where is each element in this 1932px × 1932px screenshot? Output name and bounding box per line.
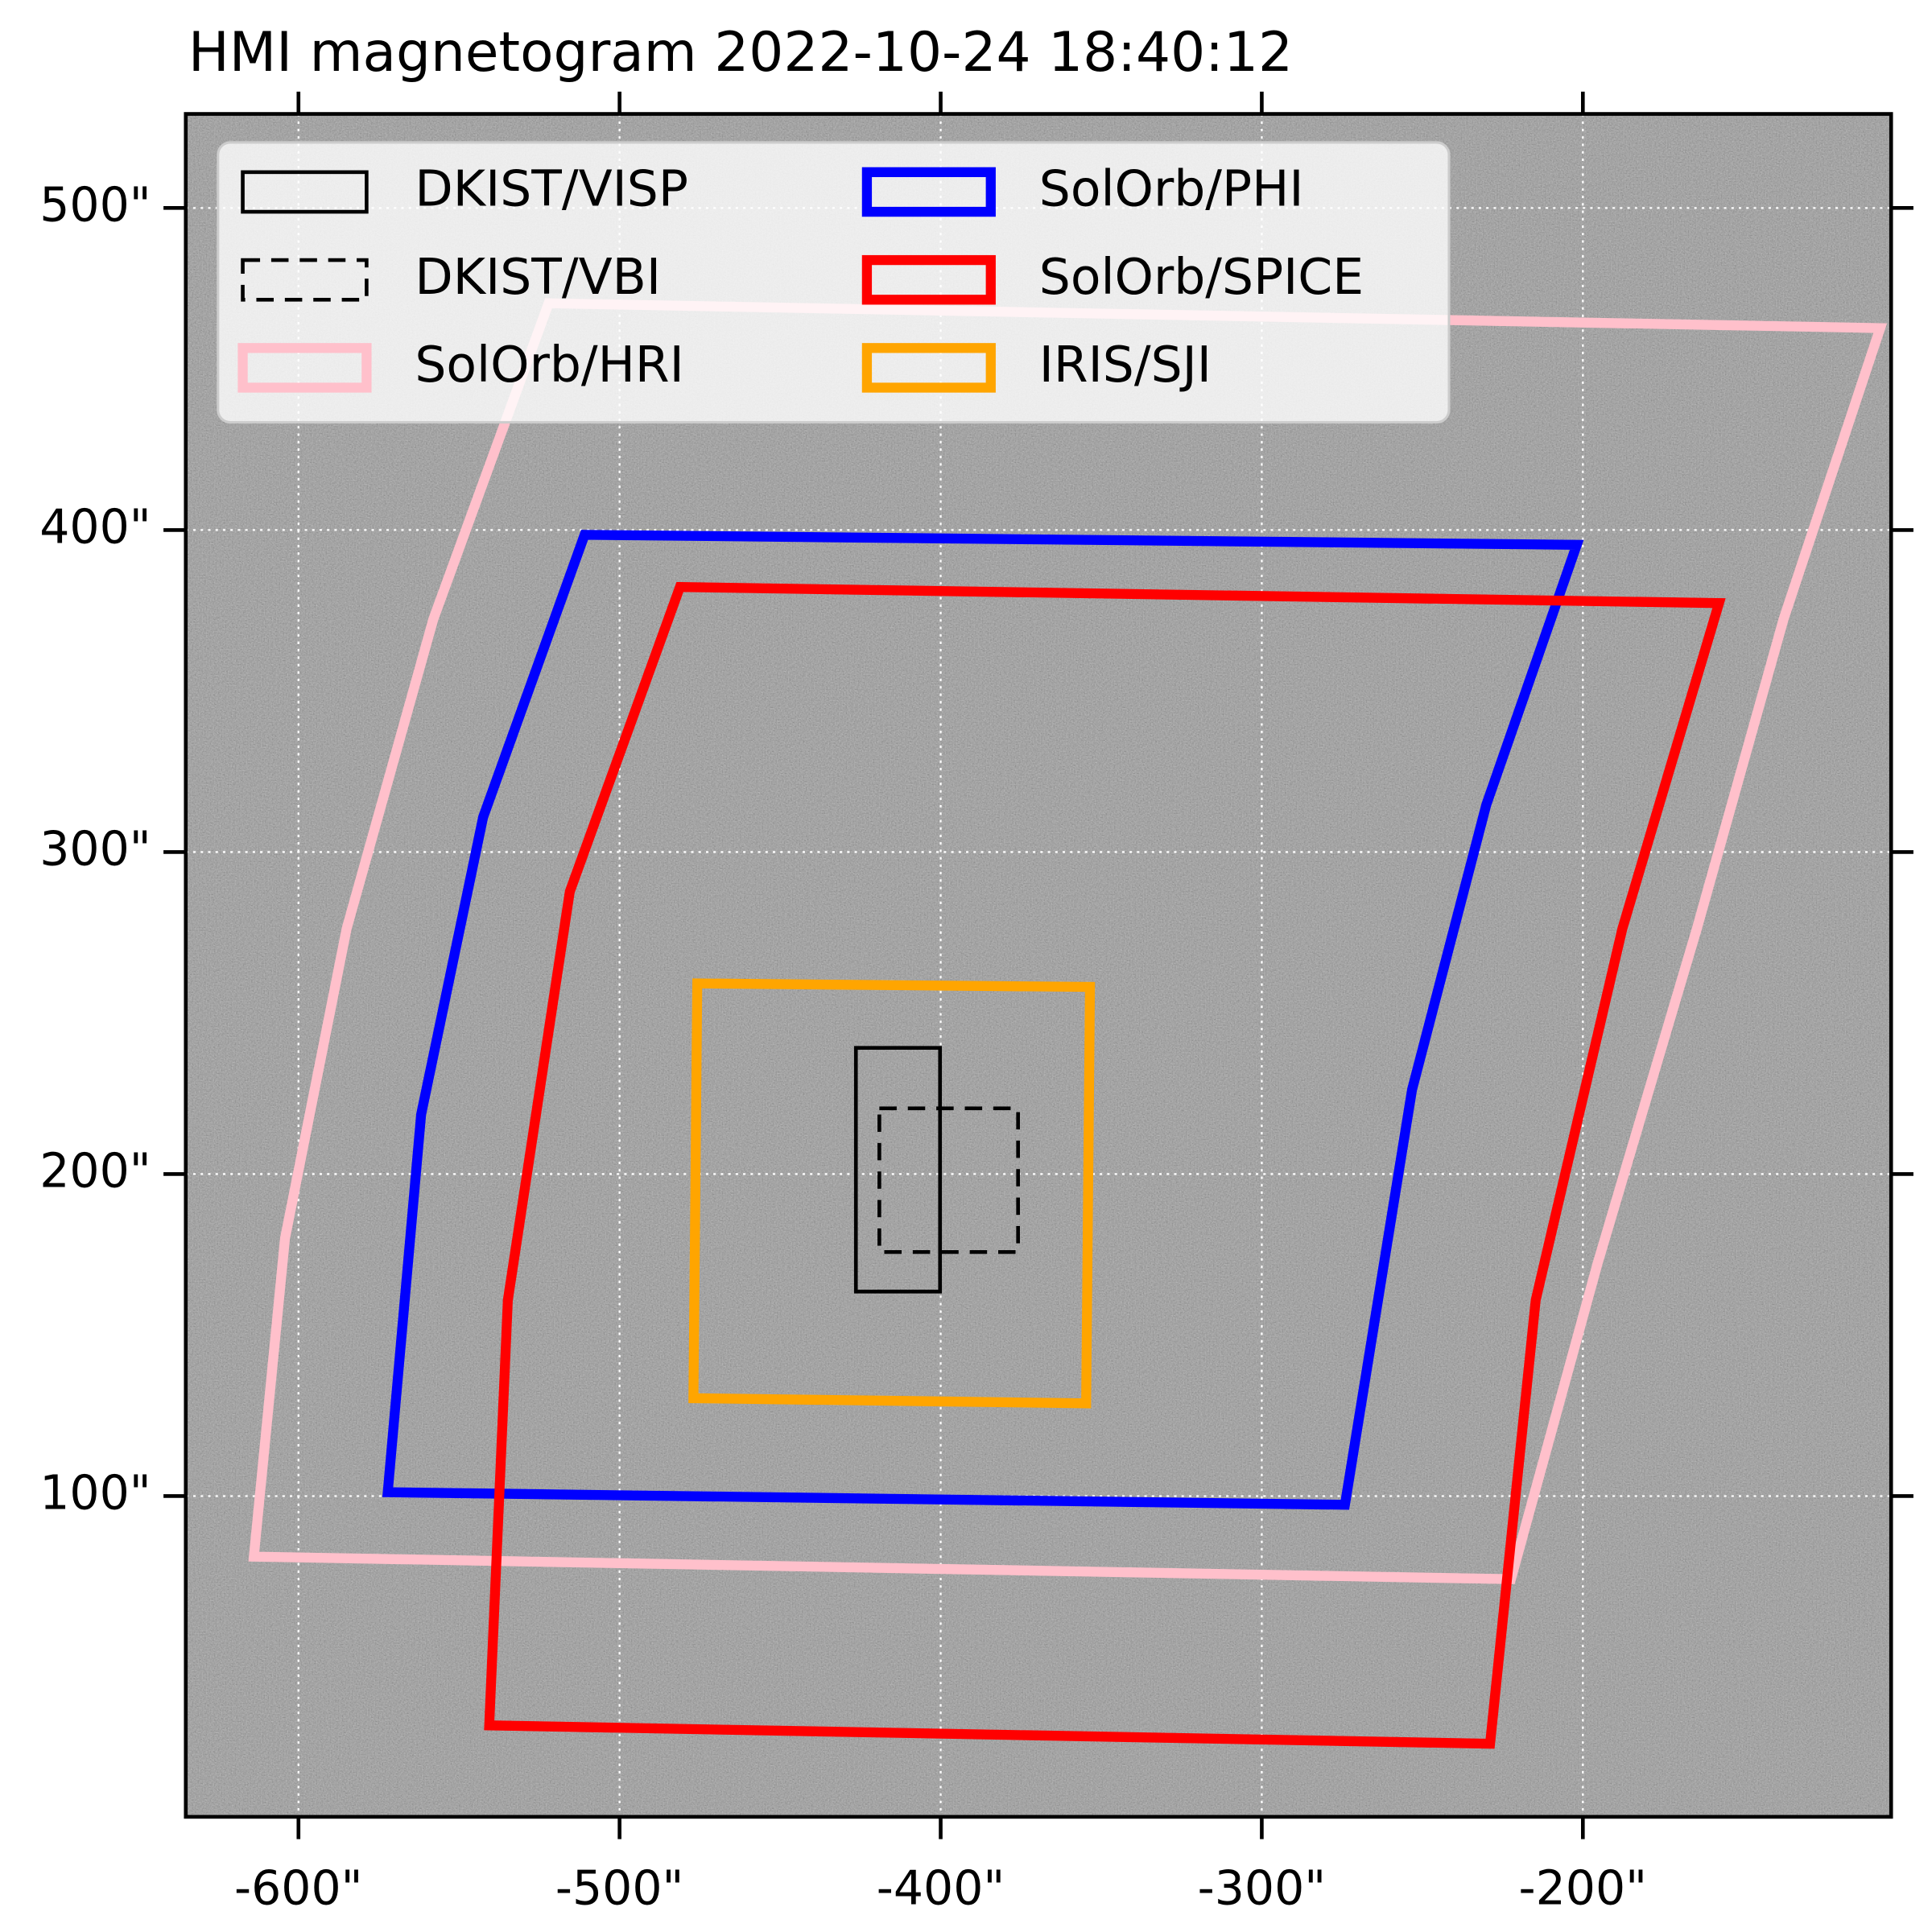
- legend-swatch: [241, 258, 369, 302]
- y-tick-label: 300": [39, 822, 151, 877]
- legend-label: DKIST/VISP: [415, 160, 688, 218]
- x-tick-label: -400": [877, 1860, 1005, 1915]
- x-tick-label: -600": [234, 1860, 363, 1915]
- fov-outline: [382, 530, 1584, 1510]
- legend-box: [217, 141, 1451, 424]
- legend-swatch: [237, 343, 372, 393]
- x-tick-label: -300": [1198, 1860, 1327, 1915]
- chart-title: HMI magnetogram 2022-10-24 18:40:12: [188, 20, 1293, 84]
- fov-outlines: [248, 298, 1888, 1749]
- fov-outline: [688, 978, 1096, 1409]
- x-tick-label: -200": [1519, 1860, 1648, 1915]
- legend-swatch: [241, 170, 369, 214]
- fov-outline: [853, 1046, 943, 1294]
- plot-frame: [184, 112, 1893, 1819]
- legend-label: SolOrb/HRI: [415, 336, 683, 394]
- fov-outline: [484, 581, 1726, 1749]
- y-tick-label: 500": [39, 177, 151, 232]
- y-tick-label: 100": [39, 1466, 151, 1521]
- ticks: -600" -500" -400" -300" -200" 100" 200" 300" 400…: [39, 91, 1913, 1915]
- fov-outline: [877, 1106, 1020, 1254]
- x-tick-label: -500": [555, 1860, 684, 1915]
- legend: DKIST/VISP DKIST/VBI SolOrb/HRI SolOrb/PHI S…: [237, 160, 1364, 394]
- legend-swatch: [861, 167, 996, 217]
- legend-swatch: [861, 254, 996, 305]
- y-tick-label: 200": [39, 1144, 151, 1199]
- legend-label: SolOrb/PHI: [1039, 160, 1304, 218]
- legend-label: IRIS/SJI: [1039, 336, 1212, 394]
- legend-label: DKIST/VBI: [415, 248, 661, 306]
- legend-label: SolOrb/SPICE: [1039, 248, 1364, 306]
- legend-swatch: [861, 343, 996, 393]
- y-tick-label: 400": [39, 499, 151, 554]
